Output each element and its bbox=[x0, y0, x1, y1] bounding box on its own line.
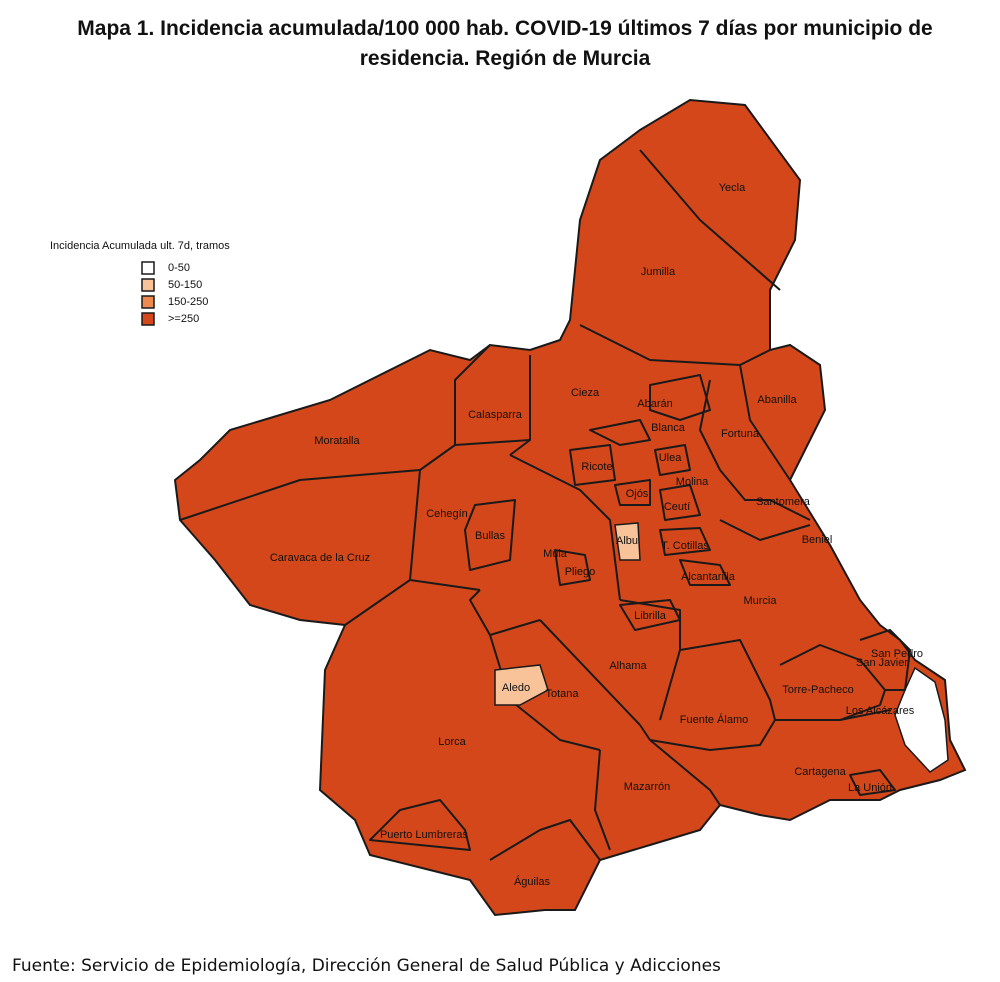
mar-menor bbox=[894, 666, 949, 773]
municipality-label: Abarán bbox=[637, 398, 672, 410]
legend-label: 150-250 bbox=[168, 296, 208, 308]
municipality-label: Molina bbox=[676, 476, 709, 488]
municipality-label: Abanilla bbox=[757, 394, 797, 406]
municipality-label: Moratalla bbox=[314, 435, 360, 447]
municipality-label: Santomera bbox=[756, 496, 811, 508]
source-note: Fuente: Servicio de Epidemiología, Direc… bbox=[12, 956, 721, 976]
municipality-label: Yecla bbox=[719, 182, 746, 194]
municipality-label: Fuente Álamo bbox=[680, 713, 748, 726]
municipality-label: Beniel bbox=[802, 534, 833, 546]
municipality-area bbox=[614, 522, 641, 561]
legend-label: 50-150 bbox=[168, 279, 202, 291]
map: Incidencia Acumulada ult. 7d, tramos 0-50… bbox=[50, 98, 967, 917]
municipality-label: Pliego bbox=[565, 566, 596, 578]
municipality-label: Torre-Pacheco bbox=[782, 684, 854, 696]
municipality-label: T. Cotillas bbox=[661, 540, 709, 552]
municipality-label: San Pedro bbox=[871, 648, 923, 660]
municipality-label: San Javier bbox=[856, 657, 908, 669]
municipality-label: Cehegín bbox=[426, 508, 468, 520]
municipality-label: Ricote bbox=[581, 461, 612, 473]
legend-swatch bbox=[141, 278, 155, 292]
municipality-label: Bullas bbox=[475, 530, 505, 542]
legend-swatch bbox=[141, 312, 155, 326]
municipality-label: Cartagena bbox=[794, 766, 846, 778]
municipality-label: Alhama bbox=[609, 660, 647, 672]
municipality-label: La Unión bbox=[848, 782, 892, 794]
legend-swatch bbox=[141, 261, 155, 275]
legend-swatch bbox=[141, 295, 155, 309]
municipality-label: Fortuna bbox=[721, 428, 760, 440]
municipality-label: Caravaca de la Cruz bbox=[270, 552, 370, 564]
region bbox=[173, 98, 967, 917]
municipality-label: Jumilla bbox=[641, 266, 676, 278]
municipality-label: Ojós bbox=[626, 488, 649, 500]
legend-title: Incidencia Acumulada ult. 7d, tramos bbox=[50, 240, 230, 252]
municipality-label: Totana bbox=[545, 688, 579, 700]
municipality-label: Murcia bbox=[743, 595, 777, 607]
legend-label: 0-50 bbox=[168, 262, 190, 274]
municipality-label: Aledo bbox=[502, 682, 530, 694]
legend-label: >=250 bbox=[168, 313, 199, 325]
municipality-label: Águilas bbox=[514, 875, 551, 888]
municipality-label: Blanca bbox=[651, 422, 686, 434]
municipality-label: Ceutí bbox=[664, 501, 690, 513]
municipality-label: Mazarrón bbox=[624, 781, 670, 793]
municipality-label: Cieza bbox=[571, 387, 600, 399]
municipality-label: Calasparra bbox=[468, 409, 523, 421]
municipality-label: Puerto Lumbreras bbox=[380, 829, 469, 841]
boundaries bbox=[179, 149, 911, 861]
municipality-label: Librilla bbox=[634, 610, 667, 622]
municipality-label: Alcantarilla bbox=[681, 571, 736, 583]
municipality-label: Mula bbox=[543, 548, 568, 560]
municipality-label: Lorca bbox=[438, 736, 466, 748]
map-title: Mapa 1. Incidencia acumulada/100 000 hab… bbox=[77, 17, 933, 70]
municipality-area bbox=[494, 664, 549, 706]
municipality-label: Ulea bbox=[659, 452, 683, 464]
municipality-label: Albu bbox=[616, 535, 638, 547]
municipality-label: Los Alcázares bbox=[846, 705, 915, 717]
